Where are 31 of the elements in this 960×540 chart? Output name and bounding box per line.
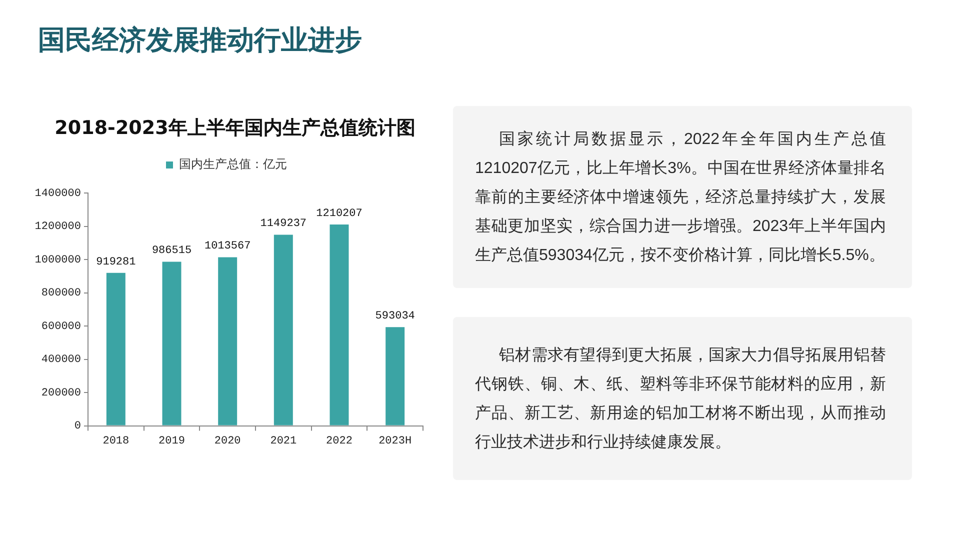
text: 铝材需求有望得到更大拓展，国家大力倡导拓展用铝替代钢铁、铜、木、纸、塑料等非环保节能材料的应用，新产品、新工艺、新用途的铝加工材将不断出现，从而推动行业技术进步和行业持续健康发展。 [475, 346, 886, 452]
y-tick-label: 1400000 [34, 188, 81, 200]
chart-subtitle: 2018-2023年上半年国内生产总值统计图 [54, 116, 416, 141]
y-tick-label: 0 [74, 420, 81, 433]
x-tick-label: 2018 [102, 435, 130, 448]
y-tick-label: 1200000 [34, 221, 81, 234]
y-tick-label: 600000 [41, 320, 81, 333]
y-tick-label: 800000 [41, 288, 81, 300]
text: 国家统计局数据显示，2022年全年国内生产总值1210207亿元，比上年增长3%。中国在世界经济体量排名靠前的主要经济体中增速领先，经济总量持续扩大，发展基础更加坚实，综合国力进一步增强。2023年上半年国内生产总值593034亿元，按不变价格计算，同比增长5.5%。 [475, 130, 886, 266]
bar [162, 262, 182, 426]
data-label: 919281 [96, 256, 136, 268]
bar [218, 257, 238, 426]
y-tick-label: 200000 [41, 387, 81, 400]
bar [330, 224, 349, 426]
bar [106, 272, 126, 426]
y-tick-label: 400000 [41, 354, 81, 366]
bar [386, 327, 405, 426]
x-tick-label: 2019 [158, 435, 185, 448]
y-tick-label: 1000000 [34, 254, 81, 266]
data-label: 986515 [152, 245, 192, 258]
data-label: 1149237 [260, 218, 307, 230]
data-label: 1210207 [316, 208, 362, 220]
data-label: 593034 [375, 310, 416, 323]
x-tick-label: 2020 [214, 435, 241, 448]
x-tick-label: 2021 [270, 435, 298, 448]
x-tick-label: 2023H [378, 435, 412, 448]
bar [274, 234, 293, 426]
chart-title: 国民经济发展推动行业进步 [38, 24, 362, 58]
x-tick-label: 2022 [326, 435, 352, 448]
data-label: 1013567 [204, 240, 251, 253]
legend-label: 国内生产总值：亿元 [179, 157, 287, 172]
